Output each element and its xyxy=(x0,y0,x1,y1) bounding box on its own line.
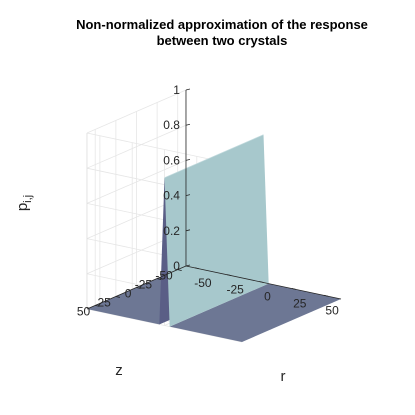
p-tick-label-4: 0.8 xyxy=(163,118,180,132)
r-axis-tick xyxy=(227,274,232,277)
r-tick-label-1: -25 xyxy=(227,283,245,297)
svg-text:pi,j: pi,j xyxy=(14,195,34,211)
r-axis-tick xyxy=(194,267,199,270)
z-axis-tick xyxy=(136,287,141,289)
r-tick-label-0: -50 xyxy=(194,276,212,290)
p-axis-tick xyxy=(185,194,191,197)
z-axis-tick xyxy=(95,305,100,307)
r-axis-label: r xyxy=(281,368,286,385)
z-tick-label-1: -25 xyxy=(135,278,153,292)
r-axis-tick xyxy=(291,288,296,290)
z-axis-tick xyxy=(157,278,162,280)
p-axis-tick xyxy=(185,88,191,91)
surface xyxy=(86,134,342,342)
p-tick-label-5: 1 xyxy=(173,83,180,97)
z-tick-label-2: 0 xyxy=(125,287,132,301)
y-axis-label-sub: i,j xyxy=(22,195,34,203)
z-tick-label-3: 25 xyxy=(97,295,111,309)
r-tick-label-4: 50 xyxy=(325,303,339,317)
z-tick-label-0: -50 xyxy=(155,269,173,283)
r-tick-label-3: 25 xyxy=(293,296,307,310)
r-axis-tick xyxy=(324,294,329,297)
p-axis-tick xyxy=(185,159,191,161)
p-tick-label-3: 0.6 xyxy=(163,153,180,167)
z-axis-label: z xyxy=(115,362,123,379)
ridge-light-face xyxy=(164,134,269,327)
z-tick-label-4: 50 xyxy=(77,304,91,318)
floor-front xyxy=(169,283,342,342)
p-tick-label-1: 0.2 xyxy=(163,224,180,238)
p-axis-tick xyxy=(185,229,191,232)
r-axis-tick xyxy=(259,281,264,283)
chart-title-line-2: between two crystals xyxy=(157,33,288,48)
y-axis-label: pi,j xyxy=(14,195,34,211)
p-axis-tick xyxy=(185,123,191,126)
z-axis-tick xyxy=(177,269,182,271)
p-tick-label-0: 0 xyxy=(173,259,180,273)
r-tick-label-2: 0 xyxy=(264,290,271,304)
y-axis-label-main: p xyxy=(14,203,31,211)
chart-title-line-1: Non-normalized approximation of the resp… xyxy=(76,17,368,32)
ridge-crest xyxy=(164,134,264,178)
z-axis-tick xyxy=(115,296,120,298)
p-tick-label-2: 0.4 xyxy=(163,189,180,203)
